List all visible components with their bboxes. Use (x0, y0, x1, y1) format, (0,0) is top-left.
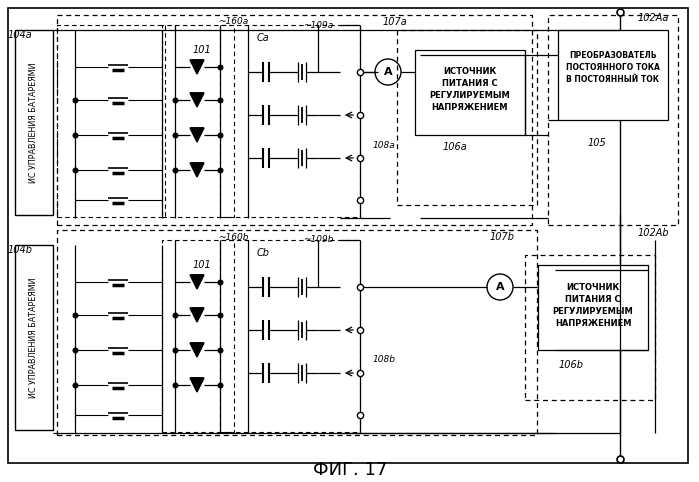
Text: 107a: 107a (383, 17, 408, 27)
Bar (558, 30, 668, 120)
Bar (162, 240, 234, 432)
Polygon shape (190, 378, 204, 392)
Text: 107b: 107b (490, 232, 515, 242)
Polygon shape (190, 275, 204, 289)
Text: A: A (384, 67, 392, 77)
Polygon shape (190, 128, 204, 142)
Text: 104b: 104b (8, 245, 33, 255)
Text: ~109b: ~109b (303, 236, 333, 244)
Text: В ПОСТОЯННЫЙ ТОК: В ПОСТОЯННЫЙ ТОК (566, 75, 659, 83)
Bar (162, 25, 234, 217)
Text: 101: 101 (193, 260, 211, 270)
Text: 106b: 106b (559, 360, 584, 370)
Text: 106a: 106a (442, 142, 468, 152)
Text: ПРЕОБРАЗОВАТЕЛЬ: ПРЕОБРАЗОВАТЕЛЬ (569, 51, 657, 59)
Text: 108b: 108b (373, 356, 396, 364)
Text: ПИТАНИЯ С: ПИТАНИЯ С (442, 80, 498, 89)
Bar (397, 30, 537, 205)
Bar (548, 15, 678, 225)
Bar (15, 30, 53, 215)
Bar (525, 255, 655, 400)
Polygon shape (190, 163, 204, 177)
Text: 102Ab: 102Ab (638, 228, 670, 238)
Text: A: A (496, 282, 504, 292)
Text: ПИТАНИЯ С: ПИТАНИЯ С (565, 295, 621, 304)
Text: НАПРЯЖЕНИЕМ: НАПРЯЖЕНИЕМ (555, 319, 631, 327)
Text: Cb: Cb (257, 248, 270, 258)
Bar (57, 25, 165, 217)
Text: 108a: 108a (373, 140, 396, 149)
Text: ИСТОЧНИК: ИСТОЧНИК (566, 282, 619, 292)
Bar (15, 245, 53, 430)
Text: ~109a: ~109a (303, 21, 333, 29)
Text: ИС УПРАВЛЕНИЯ БАТАРЕЯМИ: ИС УПРАВЛЕНИЯ БАТАРЕЯМИ (29, 278, 38, 398)
Polygon shape (190, 308, 204, 322)
Text: ПОСТОЯННОГО ТОКА: ПОСТОЯННОГО ТОКА (566, 63, 660, 71)
Text: ~160b: ~160b (218, 232, 249, 241)
Text: 104a: 104a (8, 30, 33, 40)
Text: РЕГУЛИРУЕМЫМ: РЕГУЛИРУЕМЫМ (430, 92, 510, 101)
Bar (220, 240, 360, 432)
Bar (220, 25, 360, 217)
Bar (57, 15, 532, 225)
Text: 105: 105 (588, 138, 606, 148)
Text: 102Aa: 102Aa (638, 13, 670, 23)
Bar (538, 265, 648, 350)
Polygon shape (190, 93, 204, 107)
Text: ФИГ. 17: ФИГ. 17 (313, 461, 387, 479)
Text: РЕГУЛИРУЕМЫМ: РЕГУЛИРУЕМЫМ (553, 307, 633, 316)
Text: ИСТОЧНИК: ИСТОЧНИК (443, 67, 496, 77)
Text: НАПРЯЖЕНИЕМ: НАПРЯЖЕНИЕМ (432, 104, 508, 112)
Polygon shape (190, 343, 204, 357)
Text: ИС УПРАВЛЕНИЯ БАТАРЕЯМИ: ИС УПРАВЛЕНИЯ БАТАРЕЯМИ (29, 63, 38, 183)
Bar (57, 230, 537, 435)
Text: Ca: Ca (257, 33, 269, 43)
Text: 101: 101 (193, 45, 211, 55)
Bar (415, 50, 525, 135)
Text: ~160a: ~160a (218, 17, 248, 27)
Polygon shape (190, 60, 204, 74)
